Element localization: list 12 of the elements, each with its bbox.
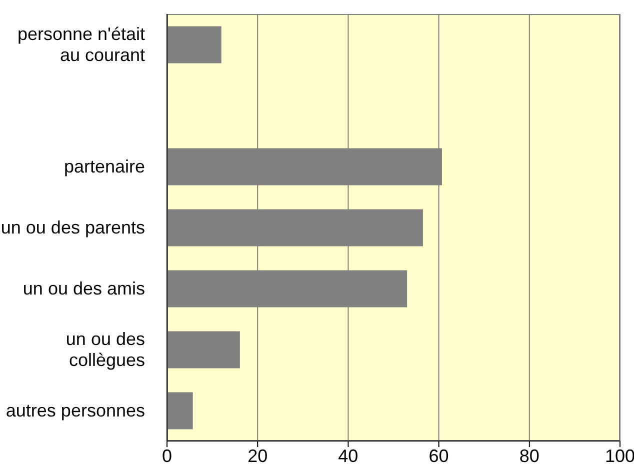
- x-tick-label: 20: [248, 446, 268, 466]
- y-tick-label: un ou des parents: [0, 218, 145, 238]
- y-tick-label: autres personnes: [6, 400, 145, 420]
- y-tick-label: un ou des amis: [22, 278, 145, 298]
- y-tick-label: un ou des collègues: [66, 329, 145, 370]
- y-tick-label: personne n'était au courant: [17, 24, 145, 65]
- x-tick-label: 60: [428, 446, 449, 466]
- x-tick-label: 0: [162, 446, 172, 466]
- x-tick-label: 100: [604, 446, 634, 466]
- y-tick-label: partenaire: [64, 156, 145, 176]
- x-tick-label: 40: [338, 446, 358, 466]
- x-tick-label: 80: [519, 446, 540, 466]
